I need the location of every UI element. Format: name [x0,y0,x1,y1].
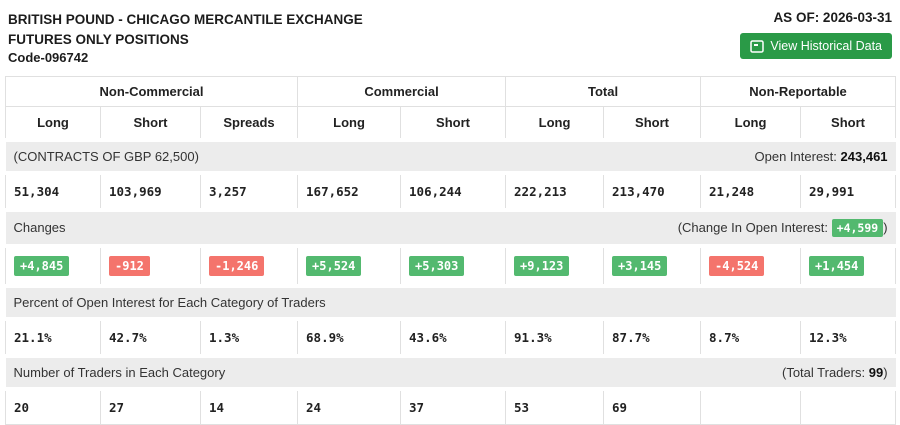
change-badge: -1,246 [209,255,265,276]
position-value: 167,652 [297,172,402,211]
position-value: 213,470 [603,172,702,211]
percent-label: Percent of Open Interest for Each Catego… [13,294,326,310]
col-header-c-short: Short [400,105,507,141]
change-oi-prefix: (Change In Open Interest: [677,219,829,235]
report-title-line2: FUTURES ONLY POSITIONS [8,31,189,47]
traders-value: 53 [505,388,605,425]
traders-band-row: Number of Traders in Each Category (Tota… [5,353,896,391]
traders-label: Number of Traders in Each Category [13,364,226,380]
header-right: AS OF: 2026-03-31 View Historical Data [740,10,892,59]
group-header-total: Total [505,75,702,107]
group-header-non-commercial: Non-Commercial [4,75,299,107]
group-header-non-reportable: Non-Reportable [700,75,897,107]
position-value: 222,213 [505,172,605,211]
col-header-nc-long: Long [5,105,101,141]
percent-value: 43.6% [400,318,507,357]
percent-value: 42.7% [100,318,201,357]
change-badge: +3,145 [612,255,668,276]
total-traders-prefix: (Total Traders: [782,364,866,380]
traders-value: 37 [400,388,507,425]
change-badge: +5,303 [409,255,465,276]
group-header-row: Non-Commercial Commercial Total Non-Repo… [4,75,897,107]
report-title-line1: BRITISH POUND - CHICAGO MERCANTILE EXCHA… [8,12,363,27]
col-header-t-short: Short [603,105,702,141]
traders-value: 24 [297,388,402,425]
report-titles: BRITISH POUND - CHICAGO MERCANTILE EXCHA… [8,10,363,68]
change-badge: +4,845 [14,255,70,276]
position-value: 29,991 [800,172,897,211]
column-header-row: Long Short Spreads Long Short Long Short… [5,105,897,141]
traders-row: 20 27 14 24 37 53 69 [5,388,897,425]
changes-label: Changes [13,220,66,236]
percent-value: 8.7% [700,318,802,357]
col-header-nc-short: Short [100,105,201,141]
view-historical-data-label: View Historical Data [770,39,882,53]
percent-value: 91.3% [505,318,605,357]
traders-value: 20 [5,388,101,425]
col-header-t-long: Long [505,105,605,141]
group-header-commercial: Commercial [297,75,507,107]
traders-value [800,388,897,425]
report-header: BRITISH POUND - CHICAGO MERCANTILE EXCHA… [5,8,895,76]
percent-value: 87.7% [603,318,702,357]
position-value: 103,969 [100,172,201,211]
traders-value [700,388,802,425]
col-header-nr-long: Long [700,105,802,141]
percent-value: 12.3% [800,318,897,357]
percent-value: 68.9% [297,318,402,357]
change-badge: -4,524 [709,255,765,276]
report-code: Code-096742 [8,50,89,66]
position-value: 106,244 [400,172,507,211]
open-interest-label: Open Interest: [754,148,837,164]
percent-value: 21.1% [5,318,101,357]
traders-value: 14 [199,388,299,425]
percent-value: 1.3% [199,318,299,357]
col-header-nr-short: Short [800,105,897,141]
total-traders: (Total Traders: 99) [782,365,888,380]
positions-row: 51,304 103,969 3,257 167,652 106,244 222… [5,172,897,211]
changes-row: +4,845 -912 -1,246 +5,524 +5,303 +9,123 … [5,245,897,287]
percent-band-row: Percent of Open Interest for Each Catego… [5,283,896,321]
change-badge: +1,454 [809,255,865,276]
col-header-c-long: Long [297,105,402,141]
change-badge: +5,524 [306,255,362,276]
change-badge: -912 [109,255,150,276]
as-of-date: AS OF: 2026-03-31 [773,10,892,25]
total-traders-suffix: ) [883,364,888,380]
position-value: 21,248 [700,172,802,211]
open-interest: Open Interest: 243,461 [755,149,888,164]
col-header-nc-spreads: Spreads [199,105,299,141]
traders-value: 27 [100,388,201,425]
view-historical-data-button[interactable]: View Historical Data [740,33,892,59]
change-badge: +9,123 [514,255,570,276]
change-oi-badge: +4,599 [831,218,884,237]
contracts-label: (CONTRACTS OF GBP 62,500) [13,148,199,164]
position-value: 51,304 [5,172,101,211]
traders-value: 69 [603,388,702,425]
history-chart-icon [750,39,765,53]
total-traders-value: 99 [868,364,884,380]
cot-table: Non-Commercial Commercial Total Non-Repo… [4,75,897,425]
changes-band-row: Changes (Change In Open Interest: +4,599… [5,207,896,248]
change-in-open-interest: (Change In Open Interest: +4,599) [677,218,888,237]
open-interest-value: 243,461 [840,148,888,164]
change-oi-suffix: ) [883,219,888,235]
position-value: 3,257 [199,172,299,211]
contracts-band-row: (CONTRACTS OF GBP 62,500) Open Interest:… [5,137,896,175]
percent-row: 21.1% 42.7% 1.3% 68.9% 43.6% 91.3% 87.7%… [5,318,897,357]
